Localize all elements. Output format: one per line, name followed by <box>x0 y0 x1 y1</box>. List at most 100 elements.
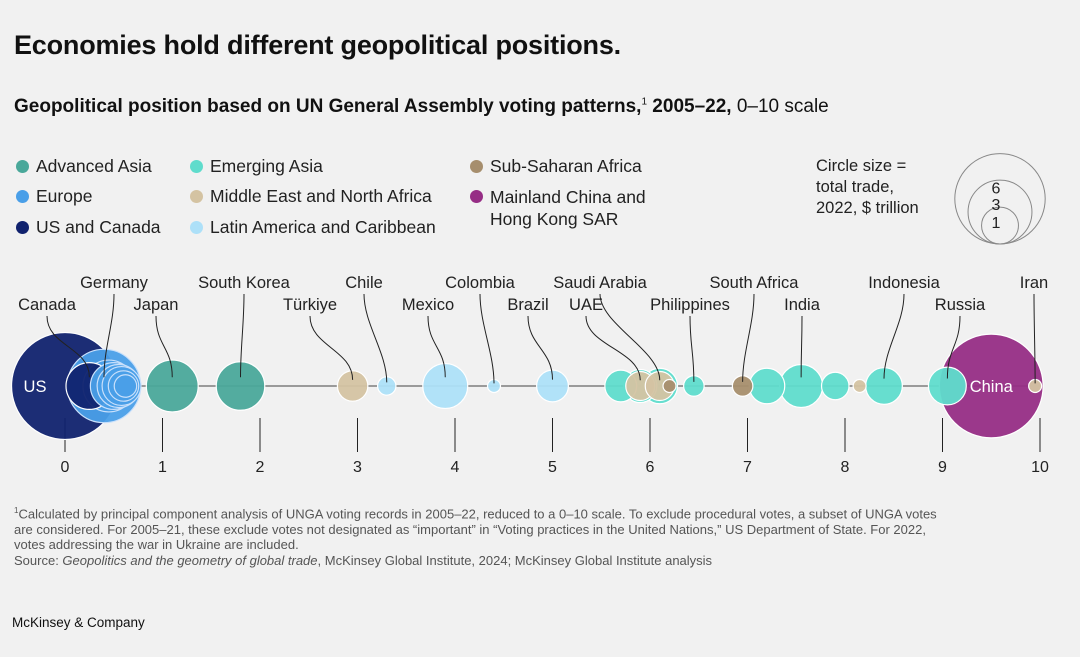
subtitle-note-mark: 1 <box>641 96 648 108</box>
leader-chile <box>363 293 388 383</box>
size-legend-value-6: 6 <box>992 181 1001 198</box>
tick-label-10: 10 <box>1031 459 1049 476</box>
legend-label: Mainland China and Hong Kong SAR <box>490 186 646 230</box>
source-prefix: Source: <box>14 552 63 568</box>
size-legend-line1: Circle size = <box>816 157 907 175</box>
label-japan: Japan <box>134 296 179 314</box>
source-rest: , McKinsey Global Institute, 2024; McKin… <box>317 552 713 568</box>
legend-label-line2: Hong Kong SAR <box>490 209 619 229</box>
tick-label-7: 7 <box>743 459 752 476</box>
bubble-turkiye <box>336 370 369 402</box>
bubble-middle-east-b <box>852 378 867 394</box>
tick-label-1: 1 <box>158 459 167 476</box>
label-canada: Canada <box>18 296 77 314</box>
legend-label: Advanced Asia <box>36 156 152 176</box>
label-saudi-arabia: Saudi Arabia <box>553 274 647 292</box>
leader-india <box>800 315 803 378</box>
bubble-mexico <box>422 362 469 410</box>
leader-saudi-arabia <box>599 293 661 381</box>
legend-dot <box>190 190 203 203</box>
legend-emerging-asia: Emerging Asia <box>190 156 323 177</box>
leader-south-africa <box>742 293 755 382</box>
label-uae: UAE <box>569 296 603 314</box>
legend-europe: Europe <box>16 186 92 207</box>
leader-russia <box>946 315 961 379</box>
bubble-emerging-asia-d <box>748 367 786 405</box>
source-title: Geopolitics and the geometry of global t… <box>62 552 318 568</box>
label-us: US <box>24 378 47 396</box>
bubble-emerging-asia-e <box>820 371 850 401</box>
legend-label: Middle East and North Africa <box>210 186 432 206</box>
leader-japan <box>155 315 173 378</box>
bubble-brazil <box>536 369 569 403</box>
legend-label: US and Canada <box>36 217 161 237</box>
leader-philippines <box>689 315 695 382</box>
label-india: India <box>784 296 821 314</box>
label-russia: Russia <box>935 296 986 314</box>
legend-dot <box>16 160 29 173</box>
legend-advanced-asia: Advanced Asia <box>16 156 152 177</box>
legend-label: Europe <box>36 186 93 206</box>
label-turkiye: Türkiye <box>283 296 337 314</box>
tick-label-3: 3 <box>353 459 362 476</box>
footnote-line1: Calculated by principal component analys… <box>18 506 937 522</box>
legend-label: Sub-Saharan Africa <box>490 156 642 176</box>
leader-uae <box>585 315 641 381</box>
size-legend-text: Circle size = total trade, 2022, $ trill… <box>816 156 919 219</box>
footnote-line2: are considered. For 2005–21, these exclu… <box>14 521 926 537</box>
chart-subtitle: Geopolitical position based on UN Genera… <box>14 96 829 118</box>
footnote-line3: votes addressing the war in Ukraine are … <box>14 537 299 553</box>
legend-dot <box>470 190 483 203</box>
subtitle-scale: 0–10 scale <box>731 96 829 117</box>
subtitle-main: Geopolitical position based on UN Genera… <box>14 96 642 117</box>
label-iran: Iran <box>1020 274 1048 292</box>
footnote-mark: 1 <box>14 506 19 515</box>
subtitle-years: 2005–22, <box>647 96 732 117</box>
tick-label-4: 4 <box>451 459 460 476</box>
legend-sub-saharan: Sub-Saharan Africa <box>470 156 642 177</box>
tick-label-9: 9 <box>938 459 947 476</box>
tick-label-2: 2 <box>256 459 265 476</box>
leader-turkiye <box>309 315 354 380</box>
legend-label: Latin America and Caribbean <box>210 217 436 237</box>
leader-germany <box>103 293 115 378</box>
label-brazil: Brazil <box>507 296 548 314</box>
legend-latin-america: Latin America and Caribbean <box>190 217 436 238</box>
bubble-europe-7 <box>113 374 138 398</box>
leader-mexico <box>427 315 446 378</box>
leader-brazil <box>527 315 553 380</box>
size-legend-line3: 2022, $ trillion <box>816 199 919 217</box>
legend-us-canada: US and Canada <box>16 217 161 238</box>
label-chile: Chile <box>345 274 383 292</box>
tick-label-8: 8 <box>841 459 850 476</box>
brand-logo-text: McKinsey & Company <box>12 615 145 630</box>
size-legend-circle-1 <box>981 206 1019 245</box>
legend-china: Mainland China and Hong Kong SAR <box>470 186 646 230</box>
footnote: 1Calculated by principal component analy… <box>14 503 1064 568</box>
label-philippines: Philippines <box>650 296 730 314</box>
bubble-sub-saharan-a <box>662 378 677 394</box>
label-germany: Germany <box>80 274 149 292</box>
leader-iran <box>1033 293 1036 384</box>
legend-dot <box>190 160 203 173</box>
label-south-africa: South Africa <box>710 274 800 292</box>
label-indonesia: Indonesia <box>868 274 940 292</box>
label-colombia: Colombia <box>445 274 516 292</box>
size-legend-line2: total trade, <box>816 178 894 196</box>
legend-label: Emerging Asia <box>210 156 323 176</box>
tick-label-0: 0 <box>61 459 70 476</box>
tick-label-5: 5 <box>548 459 557 476</box>
leader-indonesia <box>883 293 905 379</box>
legend-dot <box>16 190 29 203</box>
bubble-japan <box>145 359 199 413</box>
label-mexico: Mexico <box>402 296 454 314</box>
chart-title: Economies hold different geopolitical po… <box>14 30 621 60</box>
leader-south-korea <box>240 293 245 378</box>
label-china: China <box>970 378 1014 396</box>
legend-dot <box>190 221 203 234</box>
legend-dot <box>470 160 483 173</box>
tick-label-6: 6 <box>646 459 655 476</box>
legend-label-line1: Mainland China and <box>490 187 646 207</box>
label-south-korea: South Korea <box>198 274 291 292</box>
